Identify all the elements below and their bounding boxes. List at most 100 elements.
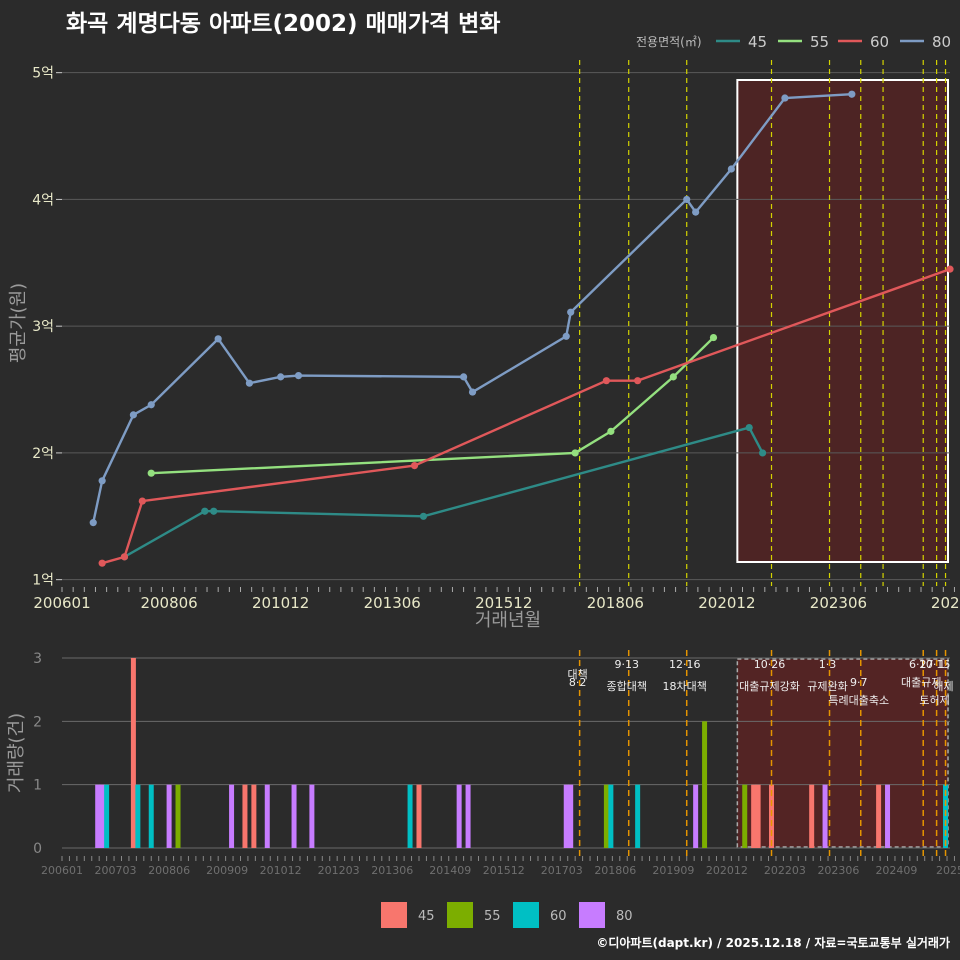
x-tick-label: 201703 — [541, 864, 583, 877]
volume-bar-45 — [876, 784, 882, 848]
y-axis-title: 평균가(원) — [8, 283, 29, 363]
legend-swatch-60 — [513, 902, 539, 928]
policy-date-label: 9·7 — [850, 676, 868, 689]
volume-bar-80 — [166, 784, 172, 848]
volume-bar-80 — [885, 784, 891, 848]
x-tick-label: 201306 — [364, 594, 421, 612]
volume-bar-80 — [309, 784, 315, 848]
legend-label-45: 45 — [418, 909, 435, 924]
policy-date-label: 10·26 — [754, 658, 786, 671]
volume-bar-45 — [809, 784, 815, 848]
data-point-80 — [727, 165, 735, 173]
data-point-55 — [709, 333, 718, 342]
y-tick-label: 3억 — [32, 319, 54, 335]
y-tick-label: 2억 — [32, 446, 54, 462]
x-tick-label: 201012 — [252, 594, 309, 612]
x-tick-label: 201409 — [429, 864, 471, 877]
volume-bar-55 — [175, 784, 181, 848]
volume-bar-80 — [693, 784, 699, 848]
data-point-80 — [683, 195, 691, 204]
volume-bar-80 — [99, 784, 105, 848]
data-point-60 — [602, 377, 611, 385]
volume-bar-45 — [769, 784, 775, 848]
y-tick-label: 4억 — [32, 192, 54, 208]
policy-name-label: 규제완화 — [807, 680, 847, 693]
x-tick-label: 2025 — [936, 864, 960, 877]
volume-bar-60 — [407, 784, 413, 848]
y-axis-title: 거래량(건) — [6, 713, 27, 793]
x-tick-label: 200909 — [206, 864, 248, 877]
policy-name-label: 18차대책 — [663, 680, 707, 693]
volume-bar-60 — [104, 784, 110, 848]
x-tick-label: 200703 — [95, 864, 137, 877]
data-point-80 — [294, 372, 303, 380]
credit-line: ©디아파트(dapt.kr) / 2025.12.18 / 자료=국토교통부 실… — [596, 936, 950, 950]
y-tick-label: 1억 — [32, 573, 54, 589]
legend-swatch-55 — [447, 902, 473, 928]
data-point-60 — [410, 461, 419, 470]
legend-label-55: 55 — [484, 909, 501, 924]
data-point-60 — [120, 553, 129, 561]
legend-label-55: 55 — [810, 33, 829, 51]
volume-bar-45 — [242, 784, 248, 848]
highlight-box — [736, 79, 949, 563]
volume-bar-55 — [702, 721, 708, 848]
data-point-60 — [634, 377, 642, 385]
data-point-55 — [669, 373, 677, 381]
volume-bar-60 — [635, 784, 641, 848]
volume-bar-60 — [608, 784, 614, 848]
x-tick-label: 201203 — [318, 864, 360, 877]
policy-name-label: 대책 — [568, 668, 588, 681]
x-tick-label: 200806 — [148, 864, 190, 877]
x-tick-label: 201512 — [483, 864, 525, 877]
x-tick-label: 200601 — [41, 864, 83, 877]
volume-bar-60 — [148, 784, 154, 848]
policy-name-label: 종합대책 — [606, 680, 646, 693]
volume-bar-80 — [568, 784, 574, 848]
volume-bar-80 — [563, 784, 569, 848]
data-point-80 — [848, 90, 856, 98]
volume-bar-80 — [291, 784, 297, 848]
data-point-80 — [567, 308, 575, 316]
data-point-60 — [98, 559, 106, 567]
x-tick-label: 202012 — [706, 864, 748, 877]
volume-bar-80 — [822, 784, 828, 848]
data-point-80 — [245, 379, 254, 387]
legend-swatch-80 — [579, 902, 605, 928]
policy-date-label: 10·15 — [919, 658, 951, 671]
legend-label-60: 60 — [870, 33, 889, 51]
x-tick-label: 202203 — [764, 864, 806, 877]
legend-label-45: 45 — [748, 33, 767, 51]
volume-bar-80 — [229, 784, 235, 848]
volume-bar-45 — [416, 784, 422, 848]
volume-bar-55 — [742, 784, 748, 848]
policy-date-label: 8·2 — [569, 676, 587, 689]
policy-name-label: 토허제 — [919, 694, 949, 707]
data-point-60 — [946, 265, 954, 273]
data-point-55 — [607, 427, 615, 435]
data-point-80 — [562, 332, 570, 340]
policy-date-label: 6·27 — [909, 658, 934, 671]
policy-date-label: 9·13 — [614, 658, 639, 671]
y-tick-label: 1 — [33, 778, 42, 794]
data-point-80 — [214, 335, 222, 343]
x-tick-label: 202409 — [875, 864, 917, 877]
data-point-80 — [89, 519, 97, 527]
volume-bar-80 — [456, 784, 462, 848]
x-tick-label: 201012 — [260, 864, 302, 877]
policy-date-label: 12·16 — [669, 658, 701, 671]
policy-date-label: 1· — [938, 658, 949, 671]
volume-bar-55 — [603, 784, 609, 848]
data-point-80 — [781, 94, 789, 102]
x-tick-label: 201512 — [475, 594, 532, 612]
legend-title: 전용면적(㎡) — [636, 35, 702, 49]
volume-bar-45 — [755, 784, 761, 848]
y-tick-label: 3 — [33, 651, 42, 667]
volume-bar-60 — [135, 784, 141, 848]
y-tick-label: 5억 — [32, 66, 54, 82]
series-line-45 — [123, 426, 764, 558]
x-tick-label: 201306 — [371, 864, 413, 877]
legend-label-60: 60 — [550, 909, 567, 924]
